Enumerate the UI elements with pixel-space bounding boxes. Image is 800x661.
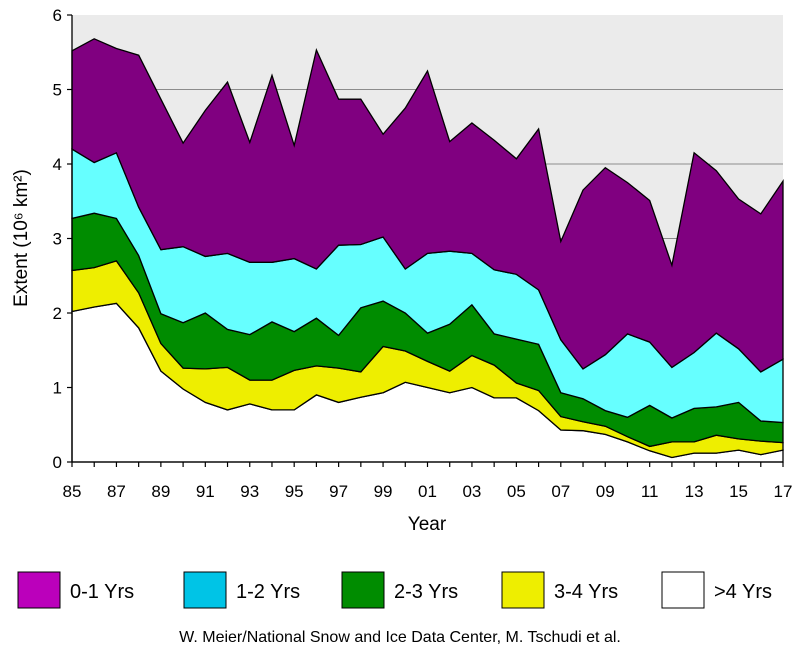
x-tick-label: 99 [374,482,393,501]
y-tick-label: 2 [53,304,62,323]
legend-swatch [341,571,385,609]
x-tick-label: 97 [329,482,348,501]
x-tick-label: 05 [507,482,526,501]
y-tick-label: 5 [53,81,62,100]
legend-swatch [661,571,705,609]
legend-item: 0-1 Yrs [17,571,134,609]
legend-label: 0-1 Yrs [70,581,134,603]
legend-label: 1-2 Yrs [236,581,300,603]
x-tick-label: 03 [462,482,481,501]
x-tick-label: 89 [151,482,170,501]
legend: 0-1 Yrs 1-2 Yrs 2-3 Yrs 3-4 Yrs >4 Yrs [17,571,772,609]
x-tick-label: 13 [685,482,704,501]
legend-label: >4 Yrs [714,581,772,603]
stacked-areas [71,38,784,463]
legend-item: 3-4 Yrs [501,571,618,609]
legend-swatch [17,571,61,609]
x-tick-label: 15 [729,482,748,501]
x-tick-labels: 85 87 89 91 93 95 97 99 01 03 05 07 09 11 13 15 17 [63,482,793,501]
legend-swatch [501,571,545,609]
x-tick-label: 09 [596,482,615,501]
area-0-1-yrs [71,38,784,373]
x-tick-label: 01 [418,482,437,501]
y-tick-label: 0 [53,453,62,472]
legend-item: >4 Yrs [661,571,772,609]
x-axis-title: Year [408,514,447,535]
legend-item: 2-3 Yrs [341,571,458,609]
y-tick-label: 1 [53,379,62,398]
x-tick-label: 07 [551,482,570,501]
x-tick-label: 95 [285,482,304,501]
x-tick-label: 87 [107,482,126,501]
credit-text: W. Meier/National Snow and Ice Data Cent… [179,629,621,646]
y-tick-labels: 0 1 2 3 4 5 6 [53,6,62,472]
legend-label: 2-3 Yrs [394,581,458,603]
x-tick-label: 85 [63,482,82,501]
legend-swatch [183,571,227,609]
y-tick-label: 4 [53,155,62,174]
y-tick-label: 3 [53,230,62,249]
y-axis-title: Extent (10⁶ km²) [11,169,32,307]
x-tick-label: 93 [240,482,259,501]
x-tick-label: 91 [196,482,215,501]
x-tick-label: 11 [641,482,659,501]
y-tick-label: 6 [53,6,62,25]
axes [67,14,784,467]
x-tick-label: 17 [774,482,793,501]
legend-label: 3-4 Yrs [554,581,618,603]
legend-item: 1-2 Yrs [183,571,300,609]
